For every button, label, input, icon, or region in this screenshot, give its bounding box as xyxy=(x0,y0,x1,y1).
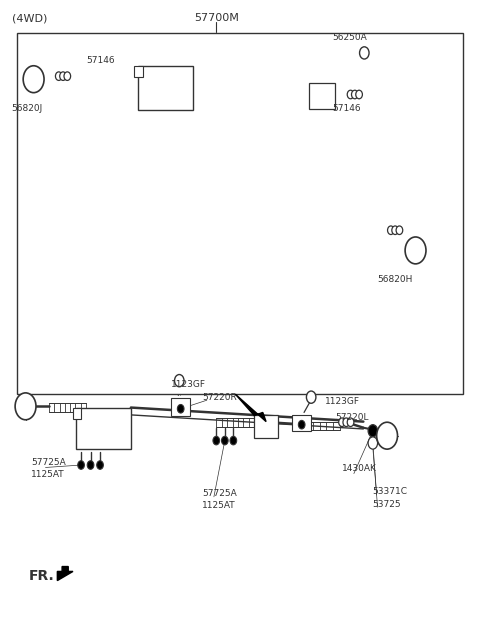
Bar xyxy=(171,399,190,415)
Circle shape xyxy=(360,47,369,59)
Circle shape xyxy=(396,226,403,234)
Circle shape xyxy=(56,72,62,80)
Circle shape xyxy=(178,405,184,413)
Text: 57220L: 57220L xyxy=(335,413,368,422)
Bar xyxy=(134,66,143,77)
Text: 53371C: 53371C xyxy=(372,487,407,497)
Bar xyxy=(17,33,463,394)
Bar xyxy=(309,83,335,109)
Text: (4WD): (4WD) xyxy=(12,13,48,23)
Polygon shape xyxy=(235,394,266,421)
Circle shape xyxy=(377,422,397,449)
Circle shape xyxy=(15,393,36,420)
Circle shape xyxy=(64,72,71,80)
Circle shape xyxy=(368,424,378,437)
Text: 1123GF: 1123GF xyxy=(325,397,360,406)
Bar xyxy=(254,415,278,438)
Circle shape xyxy=(392,226,398,234)
Text: 57146: 57146 xyxy=(86,56,114,65)
Bar xyxy=(72,408,81,418)
Bar xyxy=(76,408,131,449)
Text: 57725A: 57725A xyxy=(31,458,66,467)
Text: 57146: 57146 xyxy=(333,104,361,113)
Circle shape xyxy=(387,226,394,234)
Text: 56250A: 56250A xyxy=(333,33,367,42)
Circle shape xyxy=(230,436,237,445)
Circle shape xyxy=(96,461,103,470)
Circle shape xyxy=(339,418,345,426)
Circle shape xyxy=(60,72,66,80)
Text: 57700M: 57700M xyxy=(194,13,239,23)
Circle shape xyxy=(175,375,184,387)
Bar xyxy=(138,66,192,110)
Text: 53725: 53725 xyxy=(372,500,400,508)
Polygon shape xyxy=(57,566,73,581)
Circle shape xyxy=(213,436,219,445)
Circle shape xyxy=(356,90,362,99)
Circle shape xyxy=(347,90,354,99)
Circle shape xyxy=(351,90,358,99)
Circle shape xyxy=(347,418,354,426)
Text: 1125AT: 1125AT xyxy=(31,470,65,479)
Text: 56820H: 56820H xyxy=(378,275,413,284)
Text: 1123GF: 1123GF xyxy=(171,381,206,389)
Text: 57220R: 57220R xyxy=(202,392,237,402)
Circle shape xyxy=(78,461,84,470)
Circle shape xyxy=(23,66,44,93)
Circle shape xyxy=(306,391,316,404)
Circle shape xyxy=(221,436,228,445)
Text: 56820J: 56820J xyxy=(12,104,43,113)
Text: 1430AK: 1430AK xyxy=(342,464,377,473)
Text: 1125AT: 1125AT xyxy=(202,501,236,510)
Circle shape xyxy=(405,237,426,264)
Text: 57725A: 57725A xyxy=(202,489,237,498)
Circle shape xyxy=(87,461,94,470)
Circle shape xyxy=(368,437,378,449)
Text: FR.: FR. xyxy=(29,569,55,583)
Bar xyxy=(292,415,311,431)
Circle shape xyxy=(343,418,349,426)
Circle shape xyxy=(299,420,305,429)
